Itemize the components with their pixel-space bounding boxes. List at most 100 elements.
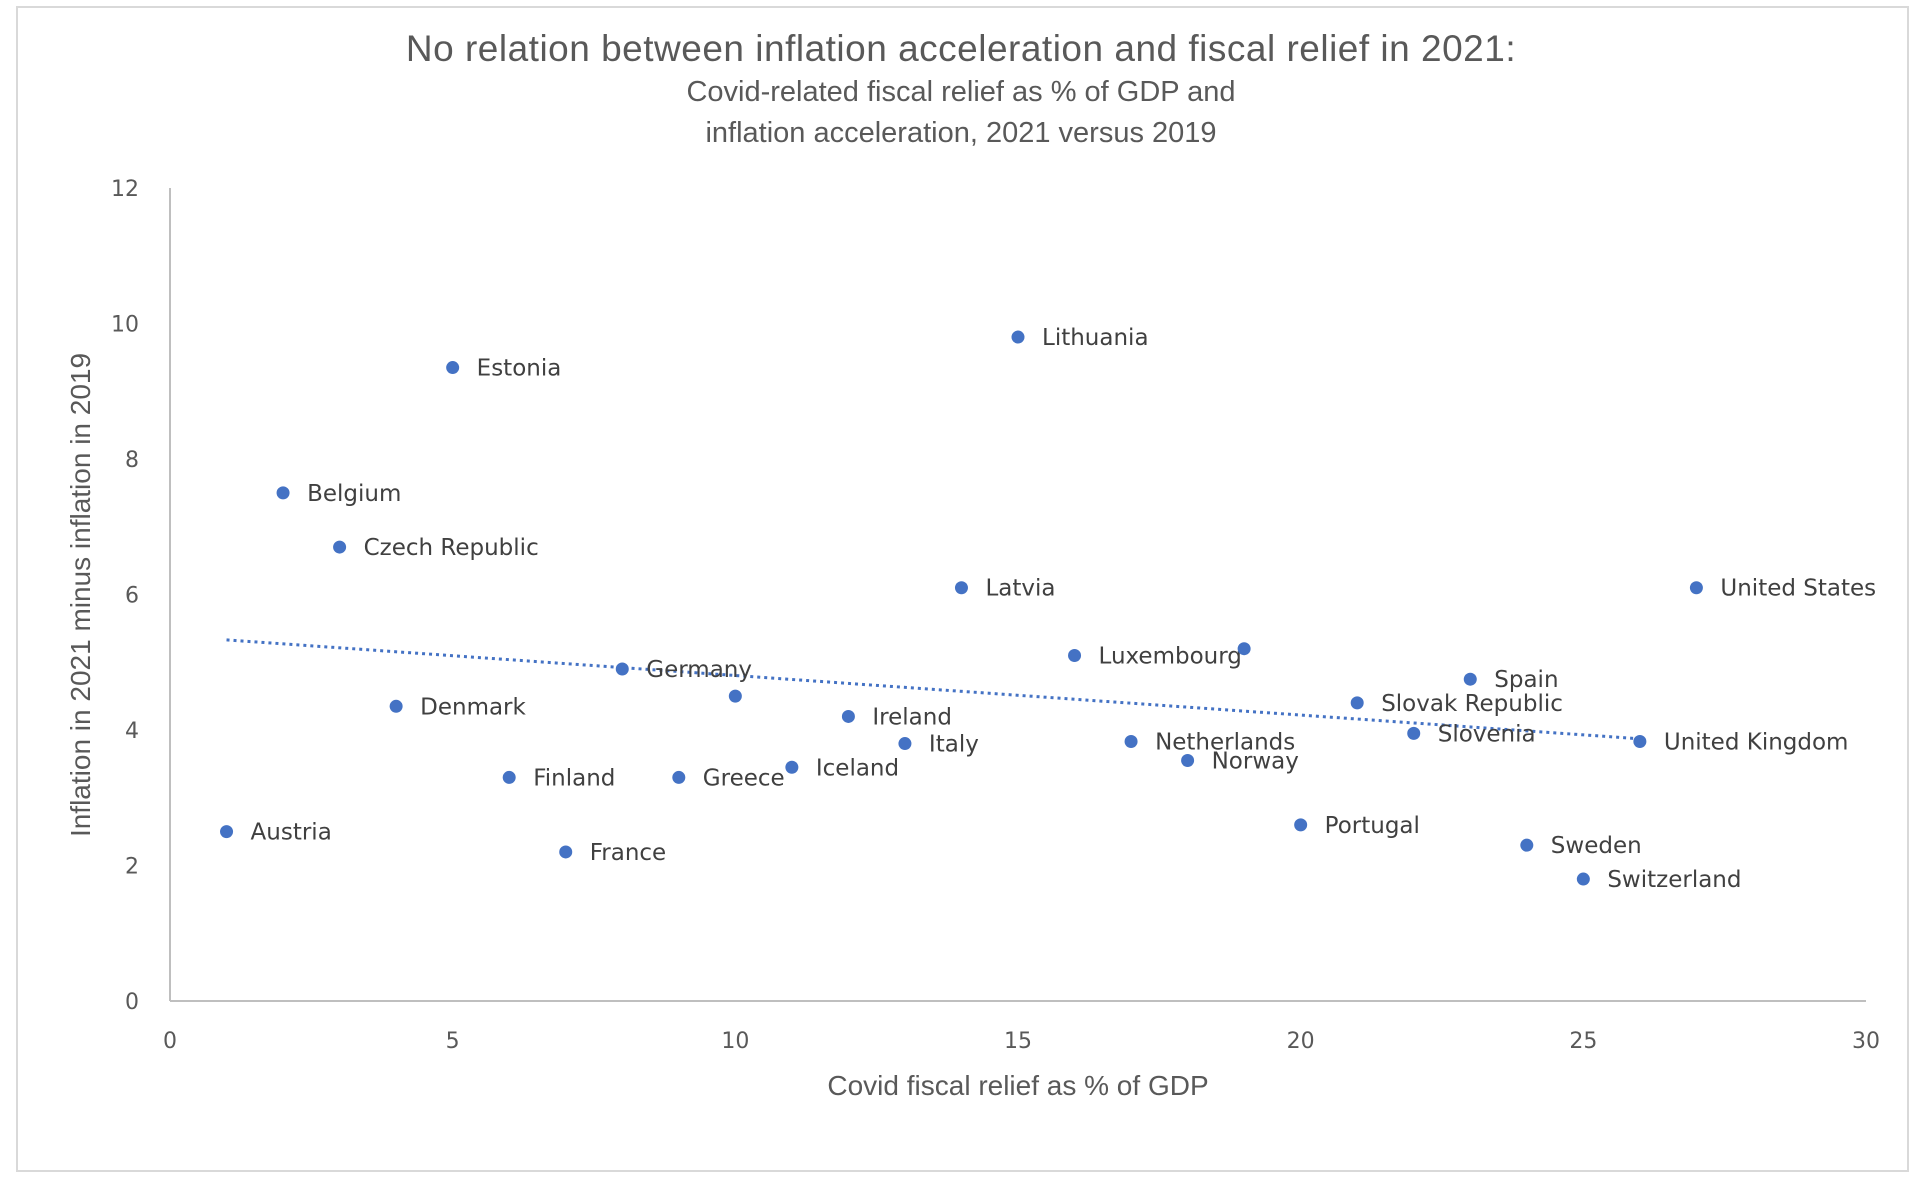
data-label: Switzerland [1607, 867, 1741, 893]
data-point-group: Sweden [1520, 833, 1642, 859]
data-label: Ireland [872, 704, 952, 730]
x-tick-label: 15 [1004, 1029, 1032, 1054]
data-point [1068, 648, 1082, 662]
data-label: Belgium [307, 481, 401, 507]
data-label: Slovenia [1438, 721, 1536, 747]
data-point [728, 689, 742, 703]
data-label: Spain [1494, 667, 1558, 693]
data-point [954, 581, 968, 595]
x-axis-title: Covid fiscal relief as % of GDP [827, 1070, 1208, 1101]
data-point-group: Belgium [276, 481, 401, 507]
data-point [898, 737, 912, 751]
data-point-group: Estonia [446, 356, 561, 382]
data-label: Finland [533, 765, 615, 791]
data-point [1576, 872, 1590, 886]
data-label: Lithuania [1042, 325, 1149, 351]
data-label: Iceland [816, 755, 899, 781]
data-point-group: Ireland [841, 704, 952, 730]
data-point [1124, 735, 1138, 749]
data-label: Estonia [477, 356, 562, 382]
data-point-group: Luxembourg [1068, 643, 1242, 669]
x-tick-label: 20 [1287, 1029, 1315, 1054]
data-point-group: United States [1689, 576, 1876, 602]
data-label: Latvia [985, 576, 1055, 602]
data-label: France [590, 840, 666, 866]
data-point-group: Lithuania [1011, 325, 1149, 351]
data-point-group: Latvia [954, 576, 1055, 602]
data-point-group: Portugal [1294, 813, 1420, 839]
x-tick-label: 0 [163, 1029, 177, 1054]
chart-subtitle-line-1: Covid-related fiscal relief as % of GDP … [686, 76, 1236, 108]
data-point [785, 760, 799, 774]
data-point [1689, 581, 1703, 595]
data-label: United States [1720, 576, 1876, 602]
y-tick-label: 2 [125, 855, 139, 880]
trendline [226, 638, 1640, 741]
data-point-group: Denmark [389, 694, 527, 720]
data-label: United Kingdom [1664, 730, 1849, 756]
x-tick-label: 25 [1569, 1029, 1597, 1054]
data-point-group: Norway [1181, 748, 1299, 774]
data-point-group: Czech Republic [333, 535, 539, 561]
data-point-group [728, 689, 742, 703]
data-point [1181, 753, 1195, 767]
data-label: Sweden [1551, 833, 1642, 859]
data-point-group: Slovenia [1407, 721, 1536, 747]
chart-subtitle-line-2: inflation acceleration, 2021 versus 2019 [705, 117, 1217, 149]
data-point [1294, 818, 1308, 832]
data-label: Portugal [1325, 813, 1420, 839]
data-point-group: United Kingdom [1633, 730, 1848, 756]
data-label: Norway [1212, 748, 1299, 774]
data-point [446, 361, 460, 375]
data-label: Slovak Republic [1381, 691, 1563, 717]
y-tick-label: 8 [125, 448, 139, 473]
data-point-group: Spain [1463, 667, 1559, 693]
x-tick-label: 30 [1852, 1029, 1880, 1054]
data-point [559, 845, 573, 859]
data-point-group [1237, 642, 1251, 656]
y-tick-label: 10 [111, 313, 139, 338]
chart-title: No relation between inflation accelerati… [405, 28, 1517, 69]
data-point [1463, 672, 1477, 686]
data-point-group: Greece [672, 765, 785, 791]
data-point [1520, 838, 1534, 852]
data-label: Denmark [420, 694, 526, 720]
data-label: Germany [646, 657, 752, 683]
data-label: Netherlands [1155, 730, 1295, 756]
data-point [615, 662, 629, 676]
x-tick-label: 5 [446, 1029, 460, 1054]
data-point-group: Slovak Republic [1350, 691, 1563, 717]
y-axis-title: Inflation in 2021 minus inflation in 201… [65, 353, 96, 837]
data-point-group: Netherlands [1124, 730, 1295, 756]
data-point [1350, 696, 1364, 710]
data-point-group: Finland [502, 765, 615, 791]
data-point [672, 770, 686, 784]
data-point [220, 825, 234, 839]
data-label: Czech Republic [364, 535, 539, 561]
y-tick-label: 6 [125, 584, 139, 609]
y-tick-label: 4 [125, 719, 139, 744]
x-tick-label: 10 [721, 1029, 749, 1054]
y-tick-label: 0 [125, 990, 139, 1015]
data-point-group: France [559, 840, 666, 866]
data-point-group: Germany [615, 657, 752, 683]
data-point [276, 486, 290, 500]
y-tick-label: 12 [111, 177, 139, 202]
data-label: Greece [703, 765, 785, 791]
data-point [1633, 735, 1647, 749]
data-label: Austria [251, 820, 332, 846]
data-point [333, 540, 347, 554]
data-point [1237, 642, 1251, 656]
data-point [1011, 330, 1025, 344]
data-label: Italy [929, 732, 979, 758]
data-label: Luxembourg [1099, 643, 1242, 669]
data-point-group: Iceland [785, 755, 899, 781]
data-point-group: Austria [220, 820, 332, 846]
data-point [1407, 726, 1421, 740]
data-point-group: Italy [898, 732, 979, 758]
data-point [841, 709, 855, 723]
data-point [389, 699, 403, 713]
data-point [502, 770, 516, 784]
data-point-group: Switzerland [1576, 867, 1742, 893]
